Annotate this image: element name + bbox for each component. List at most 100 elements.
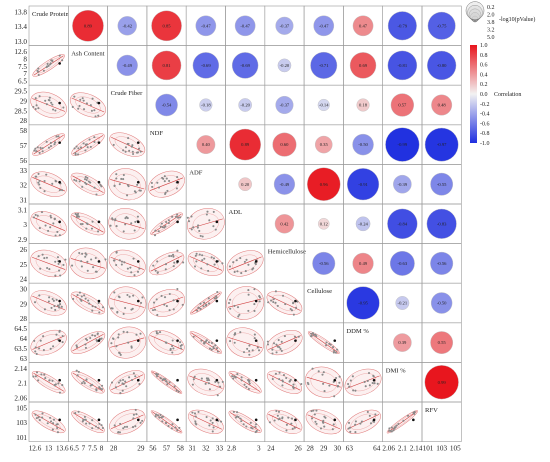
data-point (111, 218, 114, 221)
correlation-circle (72, 10, 104, 42)
data-point (57, 262, 60, 265)
data-point (165, 380, 168, 383)
data-point (186, 216, 189, 219)
data-point (257, 349, 261, 352)
data-point (52, 299, 55, 302)
x-tick-label: 3 (257, 445, 261, 453)
correlation-value: 0.35 (320, 142, 329, 147)
data-point (233, 270, 236, 273)
data-point (134, 425, 137, 428)
data-point (154, 269, 157, 272)
y-tick-label: 28 (20, 117, 28, 125)
x-tick-label: 57 (163, 445, 171, 453)
matrix-cell: -0.42 (107, 5, 148, 46)
data-point (214, 380, 217, 383)
data-point (252, 267, 255, 270)
correlation-value: -0.55 (437, 182, 447, 187)
data-point (338, 375, 341, 378)
mean-point (136, 299, 140, 303)
data-point (152, 301, 156, 304)
data-point (79, 146, 83, 149)
matrix-cell (28, 164, 69, 205)
data-point (117, 333, 120, 336)
data-point (193, 412, 197, 415)
correlation-circle (117, 16, 137, 36)
data-point (328, 384, 331, 387)
data-point (271, 377, 274, 381)
data-point (336, 348, 339, 351)
x-tick-label: 6.5 (70, 445, 79, 453)
data-point (266, 340, 269, 343)
x-tick-label: 26 (295, 445, 303, 453)
data-point (127, 137, 130, 140)
data-point (205, 339, 208, 342)
data-point (117, 336, 120, 339)
matrix-cell (28, 322, 69, 363)
data-point (336, 385, 339, 388)
data-point (84, 346, 87, 349)
data-point (134, 220, 137, 223)
y-tick-label: 101 (16, 434, 27, 442)
x-tick-label: 101 (423, 445, 434, 453)
size-legend-circle (468, 8, 482, 22)
data-point (122, 149, 125, 152)
data-point (297, 335, 300, 338)
data-point (274, 290, 277, 293)
data-point (49, 141, 52, 144)
correlation-value: -0.79 (398, 23, 408, 28)
data-point (130, 378, 134, 382)
variable-label: Crude Protein (32, 11, 70, 18)
data-point (310, 332, 313, 335)
data-point (43, 373, 46, 376)
color-scale-tick: 0.6 (480, 63, 488, 69)
data-point (323, 425, 326, 428)
mean-point (97, 220, 101, 224)
data-point (158, 331, 162, 334)
correlation-value: -0.81 (398, 63, 408, 68)
data-point (93, 186, 96, 189)
data-point (139, 150, 142, 153)
regression-line (306, 376, 341, 388)
data-point (315, 409, 318, 412)
correlation-circle (312, 251, 336, 275)
y-tick-label: 3 (23, 221, 27, 229)
y-tick-label: 3.1 (18, 206, 27, 214)
data-point (93, 136, 96, 139)
data-point (313, 413, 316, 416)
data-point (44, 224, 47, 227)
correlation-value: 0.81 (163, 63, 172, 68)
data-point (32, 216, 36, 219)
data-point (58, 189, 61, 192)
data-point (100, 185, 103, 188)
y-tick-label: 105 (16, 404, 27, 412)
data-point (254, 425, 257, 428)
data-point (388, 429, 391, 432)
data-point (164, 192, 167, 196)
data-point (392, 429, 395, 432)
data-point (41, 147, 44, 150)
correlation-value: 0.99 (438, 380, 447, 385)
x-tick-label: 28 (307, 445, 315, 453)
correlation-value: 0.89 (241, 142, 250, 147)
data-point (76, 215, 79, 218)
data-point (364, 385, 367, 388)
data-point (290, 309, 294, 312)
data-point (347, 383, 350, 386)
data-point (173, 261, 176, 264)
mean-point (176, 260, 179, 263)
matrix-cell (264, 322, 305, 363)
y-tick-label: 33 (20, 167, 28, 175)
data-point (73, 147, 76, 150)
data-point (93, 109, 96, 112)
data-point (46, 266, 49, 270)
data-point (37, 255, 40, 258)
data-point (208, 347, 212, 350)
correlation-circle (196, 135, 216, 155)
data-point (161, 415, 164, 418)
data-point (121, 378, 125, 381)
data-point (91, 220, 94, 223)
data-point (98, 311, 101, 314)
matrix-cell (28, 203, 69, 244)
data-point (93, 334, 97, 337)
data-point (239, 331, 242, 334)
